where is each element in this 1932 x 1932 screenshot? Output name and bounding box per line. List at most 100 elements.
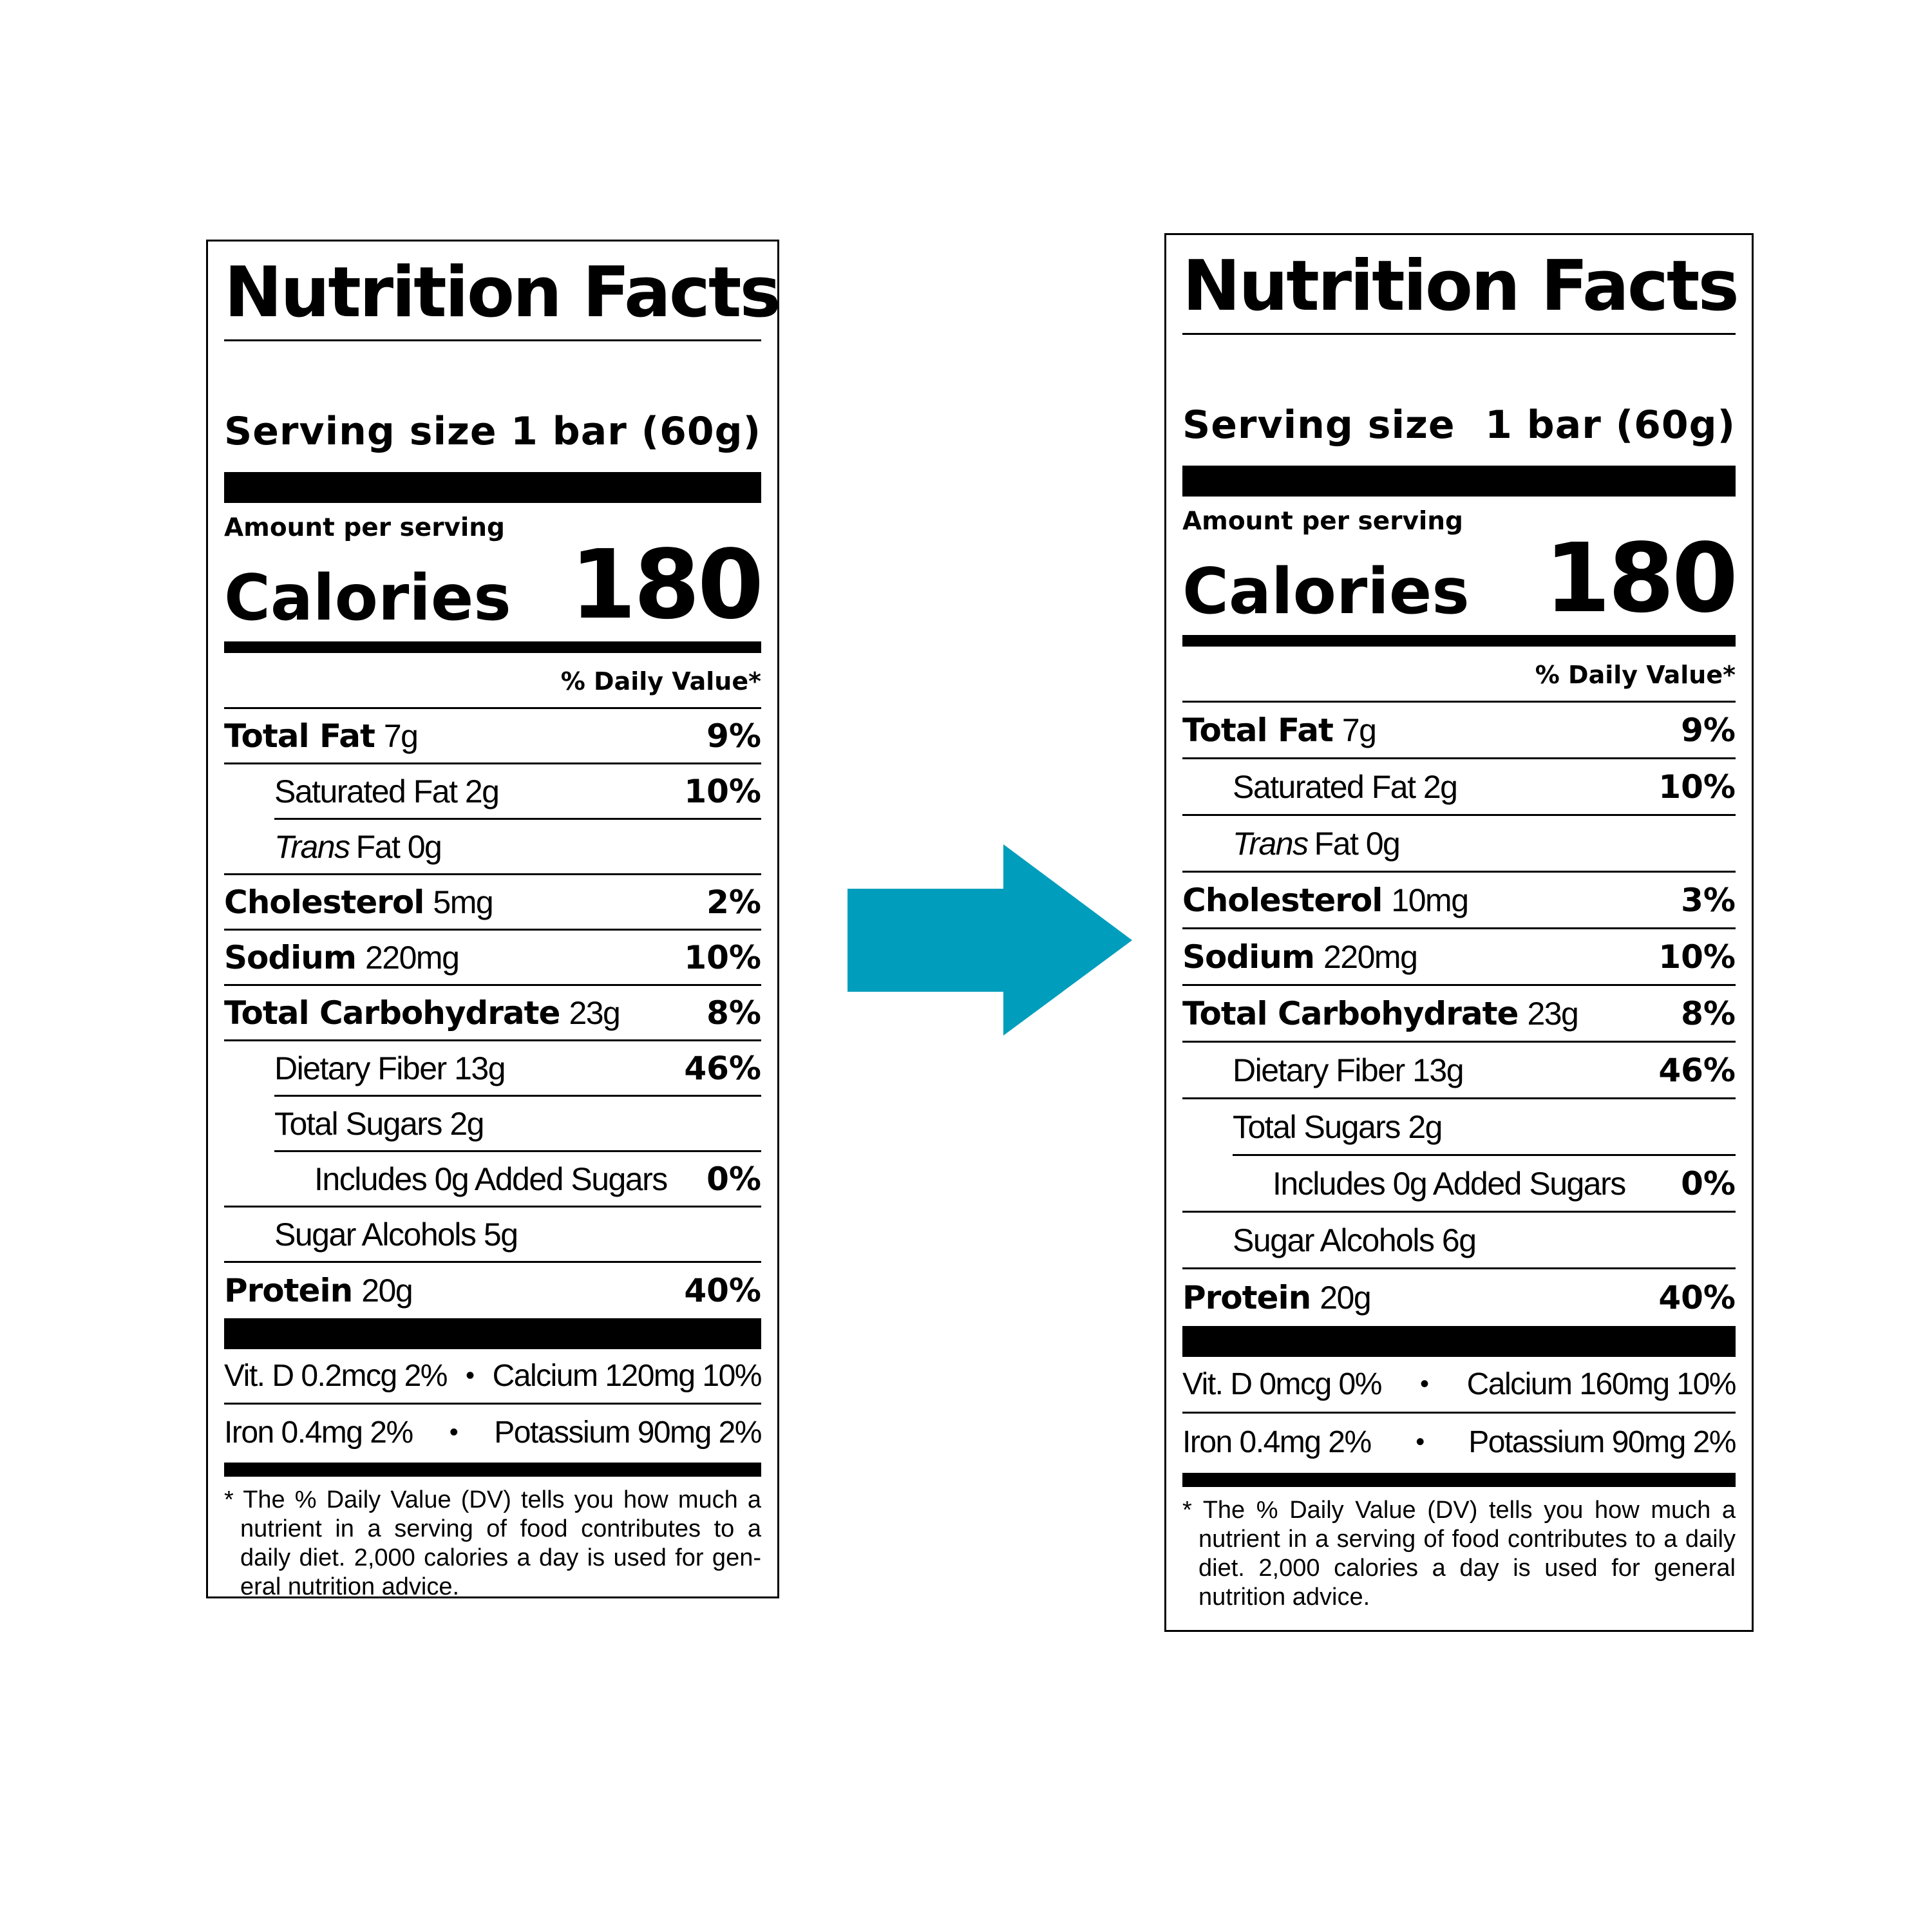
nutrient-amount: 220mg (365, 939, 460, 976)
nutrient-name: Total Carbohydrate (1182, 994, 1519, 1032)
daily-value-header: % Daily Value* (224, 653, 761, 709)
calcium: Calcium 160mg 10% (1466, 1367, 1737, 1401)
nutrient-name: Cholesterol (224, 883, 424, 921)
cholesterol-row: Cholesterol 10mg 3% (1182, 873, 1736, 929)
trans-fat-row: Trans Fat 0g (1182, 816, 1736, 873)
bullet: • (1416, 1427, 1425, 1456)
saturated-fat-row: Saturated Fat 2g 10% (1182, 759, 1736, 816)
nutrient-dv: 10% (684, 772, 761, 810)
nutrient-name: Total Sugars 2g (1233, 1108, 1443, 1145)
nutrient-name: Sugar Alcohols 5g (274, 1216, 518, 1253)
nutrient-name: Includes 0g Added Sugars (314, 1160, 668, 1197)
vitamins-row-1: Vit. D 0.2mcg 2% • Calcium 120mg 10% (224, 1349, 762, 1405)
nutrient-amount: 23g (1527, 995, 1578, 1032)
nutrient-amount: 220mg (1323, 938, 1418, 975)
arrow-right-icon (848, 844, 1132, 1036)
nutrient-amount: 20g (361, 1273, 413, 1309)
divider-thick (1182, 466, 1736, 497)
nutrient-name: Protein (224, 1272, 353, 1309)
amount-per-serving: Amount per serving (1182, 507, 1463, 536)
serving-size-value: 1 bar (60g) (1485, 402, 1736, 448)
nutrient-name: Fat 0g (355, 828, 442, 865)
nutrient-name: Protein (1182, 1279, 1311, 1316)
nutrient-amount: 20g (1320, 1280, 1371, 1316)
nutrient-name: Total Fat (1182, 711, 1334, 749)
serving-size-value: 1 bar (60g) (511, 409, 761, 454)
calories-row: Calories 180 (224, 529, 764, 640)
trans-italic: Trans (274, 828, 350, 865)
potassium: Potassium 90mg 2% (494, 1415, 762, 1450)
divider-thick (224, 1318, 761, 1349)
footnote: * The % Daily Value (DV) tells you how m… (1182, 1497, 1736, 1611)
nutrient-name: Sugar Alcohols 6g (1233, 1222, 1477, 1258)
calories-value: 180 (570, 529, 764, 640)
nutrient-dv: 10% (1658, 938, 1736, 976)
calories-label: Calories (224, 562, 511, 635)
iron: Iron 0.4mg 2% (1182, 1425, 1372, 1459)
label-title: Nutrition Facts (224, 258, 781, 341)
trans-italic: Trans (1233, 825, 1309, 862)
sugar-alcohols-row: Sugar Alcohols 6g (1182, 1213, 1736, 1269)
nutrient-dv: 8% (706, 994, 761, 1032)
footnote: * The % Daily Value (DV) tells you how m… (224, 1486, 761, 1600)
nutrient-name: Saturated Fat 2g (1233, 768, 1458, 805)
nutrient-dv: 40% (684, 1272, 761, 1309)
nutrient-name: Dietary Fiber 13g (274, 1050, 506, 1086)
nutrient-dv: 9% (1681, 711, 1736, 749)
total-carb-row: Total Carbohydrate 23g 8% (224, 986, 761, 1041)
nutrient-name: Total Carbohydrate (224, 994, 560, 1032)
total-fat-row: Total Fat 7g 9% (1182, 703, 1736, 759)
protein-row: Protein 20g 40% (1182, 1269, 1736, 1326)
nutrient-dv: 2% (706, 883, 761, 921)
trans-fat-row: Trans Fat 0g (224, 820, 761, 875)
total-carb-row: Total Carbohydrate 23g 8% (1182, 986, 1736, 1043)
bullet: • (466, 1361, 475, 1390)
sodium-row: Sodium 220mg 10% (1182, 929, 1736, 986)
serving-size-label: Serving size (224, 409, 497, 454)
nutrient-name: Total Fat (224, 717, 375, 755)
nutrient-amount: 7g (1341, 712, 1377, 748)
nutrient-dv: 46% (1658, 1051, 1736, 1089)
vitamins-row-1: Vit. D 0mcg 0% • Calcium 160mg 10% (1182, 1357, 1736, 1414)
nutrient-dv: 46% (684, 1049, 761, 1087)
total-fat-row: Total Fat 7g 9% (224, 709, 761, 764)
dietary-fiber-row: Dietary Fiber 13g 46% (1182, 1043, 1736, 1099)
calories-label: Calories (1182, 555, 1470, 629)
sugar-alcohols-row: Sugar Alcohols 5g (224, 1208, 761, 1263)
arrow-shape (848, 844, 1132, 1036)
potassium: Potassium 90mg 2% (1468, 1425, 1736, 1459)
nutrient-name: Saturated Fat 2g (274, 773, 500, 810)
divider-medium (1182, 635, 1736, 647)
sodium-row: Sodium 220mg 10% (224, 931, 761, 986)
vitamin-d: Vit. D 0.2mcg 2% (224, 1359, 448, 1393)
vitamins-row-2: Iron 0.4mg 2% • Potassium 90mg 2% (1182, 1414, 1736, 1470)
total-sugars-row: Total Sugars 2g (1233, 1099, 1736, 1156)
vitamins-row-2: Iron 0.4mg 2% • Potassium 90mg 2% (224, 1405, 762, 1460)
serving-size-label: Serving size (1182, 402, 1455, 448)
nutrient-dv: 9% (706, 717, 761, 755)
nutrient-name: Total Sugars 2g (274, 1105, 484, 1142)
bullet: • (1420, 1370, 1429, 1398)
daily-value-header: % Daily Value* (1182, 647, 1736, 703)
nutrient-dv: 10% (1658, 768, 1736, 806)
divider-small (1182, 1473, 1736, 1487)
total-sugars-row: Total Sugars 2g (274, 1097, 761, 1152)
nutrient-dv: 3% (1681, 881, 1736, 919)
divider-small (224, 1463, 761, 1477)
nutrient-name: Sodium (1182, 938, 1315, 976)
nutrient-dv: 0% (1681, 1164, 1736, 1202)
divider-thick (224, 472, 761, 503)
saturated-fat-row: Saturated Fat 2g 10% (274, 764, 761, 820)
serving-size-row: Serving size 1 bar (60g) (224, 409, 761, 454)
cholesterol-row: Cholesterol 5mg 2% (224, 875, 761, 931)
added-sugars-row: Includes 0g Added Sugars 0% (224, 1152, 761, 1208)
calories-value: 180 (1544, 523, 1738, 634)
dietary-fiber-row: Dietary Fiber 13g 46% (274, 1041, 761, 1097)
divider-thick (1182, 1326, 1736, 1357)
added-sugars-row: Includes 0g Added Sugars 0% (1182, 1156, 1736, 1213)
nutrient-dv: 10% (684, 938, 761, 976)
calories-row: Calories 180 (1182, 523, 1738, 634)
protein-row: Protein 20g 40% (224, 1263, 761, 1318)
bullet: • (449, 1417, 459, 1446)
nutrient-dv: 40% (1658, 1279, 1736, 1316)
